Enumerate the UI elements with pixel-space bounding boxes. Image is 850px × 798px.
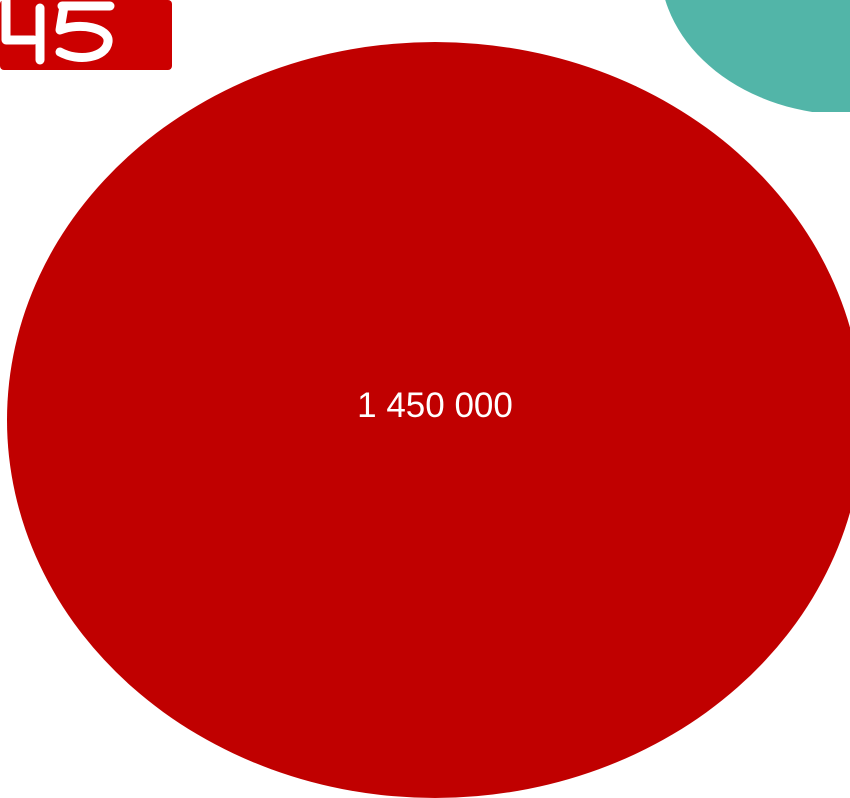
logo-icon [0, 0, 172, 70]
main-circle-value: 1 450 000 [357, 386, 513, 425]
logo-mark [1, 0, 115, 65]
teal-circle [665, 0, 850, 112]
main-circle-shape [7, 42, 850, 798]
teal-circle-shape [665, 0, 850, 112]
